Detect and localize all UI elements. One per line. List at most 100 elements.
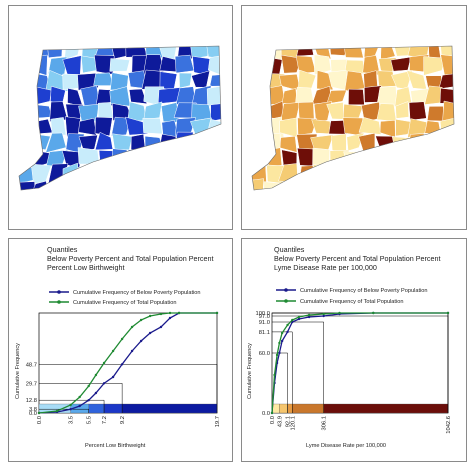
series-point-1	[322, 312, 325, 316]
series-point-1	[37, 411, 41, 415]
series-point-1	[338, 311, 341, 315]
map-region	[80, 55, 100, 74]
map-region	[206, 148, 221, 168]
series-point-1	[139, 318, 143, 322]
series-point-0	[159, 325, 163, 329]
series-line-0	[271, 312, 448, 414]
map-region	[424, 148, 444, 168]
map-region	[189, 46, 211, 60]
map-region	[161, 163, 176, 184]
series-point-0	[111, 375, 115, 379]
series-line-1	[271, 312, 448, 414]
lyme-cumulative-chart: Quantiles Below Poverty Percent and Tota…	[247, 245, 452, 449]
chart-subtitle: Lyme Disease Rate per 100,000	[274, 263, 377, 272]
legend-marker-total	[57, 300, 61, 304]
map-region	[427, 106, 445, 122]
map-region	[98, 150, 115, 167]
map-region	[423, 56, 446, 76]
lyme-map-panel	[241, 5, 467, 230]
poverty-map-panel	[8, 5, 233, 230]
map-region	[348, 88, 365, 106]
map-region	[390, 178, 413, 190]
series-line-0	[38, 312, 217, 414]
series-point-1	[94, 373, 98, 377]
series-point-0	[130, 349, 134, 353]
x-tick-label: 43.9	[277, 416, 283, 427]
map-region	[252, 73, 268, 89]
map-region	[326, 89, 347, 105]
map-region	[93, 72, 114, 86]
map-region	[439, 87, 454, 104]
series-point-1	[286, 323, 289, 327]
map-region	[266, 132, 281, 150]
poverty-map	[18, 45, 222, 191]
map-region	[312, 46, 332, 60]
map-region	[173, 147, 193, 166]
series-point-1	[111, 349, 115, 353]
x-tick-label: 120.1	[290, 416, 296, 431]
map-region	[142, 149, 165, 168]
series-point-1	[87, 384, 90, 388]
x-axis-label: Percent Low Birthweight	[85, 443, 146, 449]
quantile-class-bar	[323, 403, 449, 414]
map-region	[205, 166, 221, 185]
map-region	[128, 88, 148, 105]
map-region	[126, 164, 144, 185]
series-point-1	[273, 373, 276, 377]
map-region	[297, 117, 318, 136]
y-tick-label: 81.1	[259, 330, 270, 336]
legend-marker-total	[284, 299, 288, 303]
map-region	[379, 120, 396, 138]
series-point-0	[286, 330, 289, 334]
map-region	[252, 54, 269, 75]
y-tick-label: 3.8	[29, 407, 37, 413]
series-point-1	[280, 331, 284, 335]
map-region	[77, 147, 100, 165]
map-region	[395, 101, 410, 119]
map-region	[279, 135, 298, 153]
chart-subtitle: Percent Low Birthweight	[47, 263, 125, 272]
map-region	[328, 179, 348, 190]
series-point-1	[102, 361, 106, 365]
quantile-class-bar	[121, 403, 218, 414]
series-point-1	[78, 395, 81, 399]
map-region	[409, 148, 425, 169]
map-region	[47, 46, 63, 58]
series-point-1	[55, 409, 59, 413]
y-tick-label: 97.0	[259, 314, 270, 320]
quantile-class-bar	[292, 403, 324, 414]
map-region	[191, 70, 211, 88]
series-point-1	[446, 311, 450, 315]
quantile-class-bar	[103, 403, 123, 414]
map-region	[130, 133, 146, 152]
map-region	[252, 149, 264, 168]
legend-label-poverty: Cumulative Frequency of Below Poverty Po…	[300, 288, 427, 294]
map-region	[130, 181, 149, 190]
map-region	[342, 117, 364, 137]
map-region	[376, 167, 396, 184]
map-region	[19, 148, 33, 169]
map-region	[438, 132, 454, 153]
map-region	[440, 46, 454, 58]
series-point-1	[278, 341, 281, 345]
map-region	[19, 116, 36, 136]
map-region	[252, 89, 269, 102]
legend-label-poverty: Cumulative Frequency of Below Poverty Po…	[73, 290, 200, 296]
map-region	[438, 147, 454, 169]
legend-label-total: Cumulative Frequency of Total Population	[73, 300, 176, 306]
series-point-1	[177, 311, 181, 315]
map-region	[125, 116, 149, 136]
map-region	[326, 102, 345, 120]
map-region	[252, 46, 268, 61]
map-region	[78, 178, 95, 190]
x-tick-label: 92.1	[286, 416, 292, 427]
birthweight-chart-panel: Quantiles Below Poverty Percent and Tota…	[8, 238, 233, 462]
x-tick-label: 0.0	[270, 416, 276, 424]
map-region	[176, 179, 194, 190]
series-point-1	[130, 325, 134, 329]
series-point-0	[69, 408, 72, 411]
map-region	[67, 87, 84, 107]
y-tick-label: 100.0	[255, 311, 270, 317]
map-region	[374, 147, 394, 168]
map-region	[206, 85, 221, 108]
